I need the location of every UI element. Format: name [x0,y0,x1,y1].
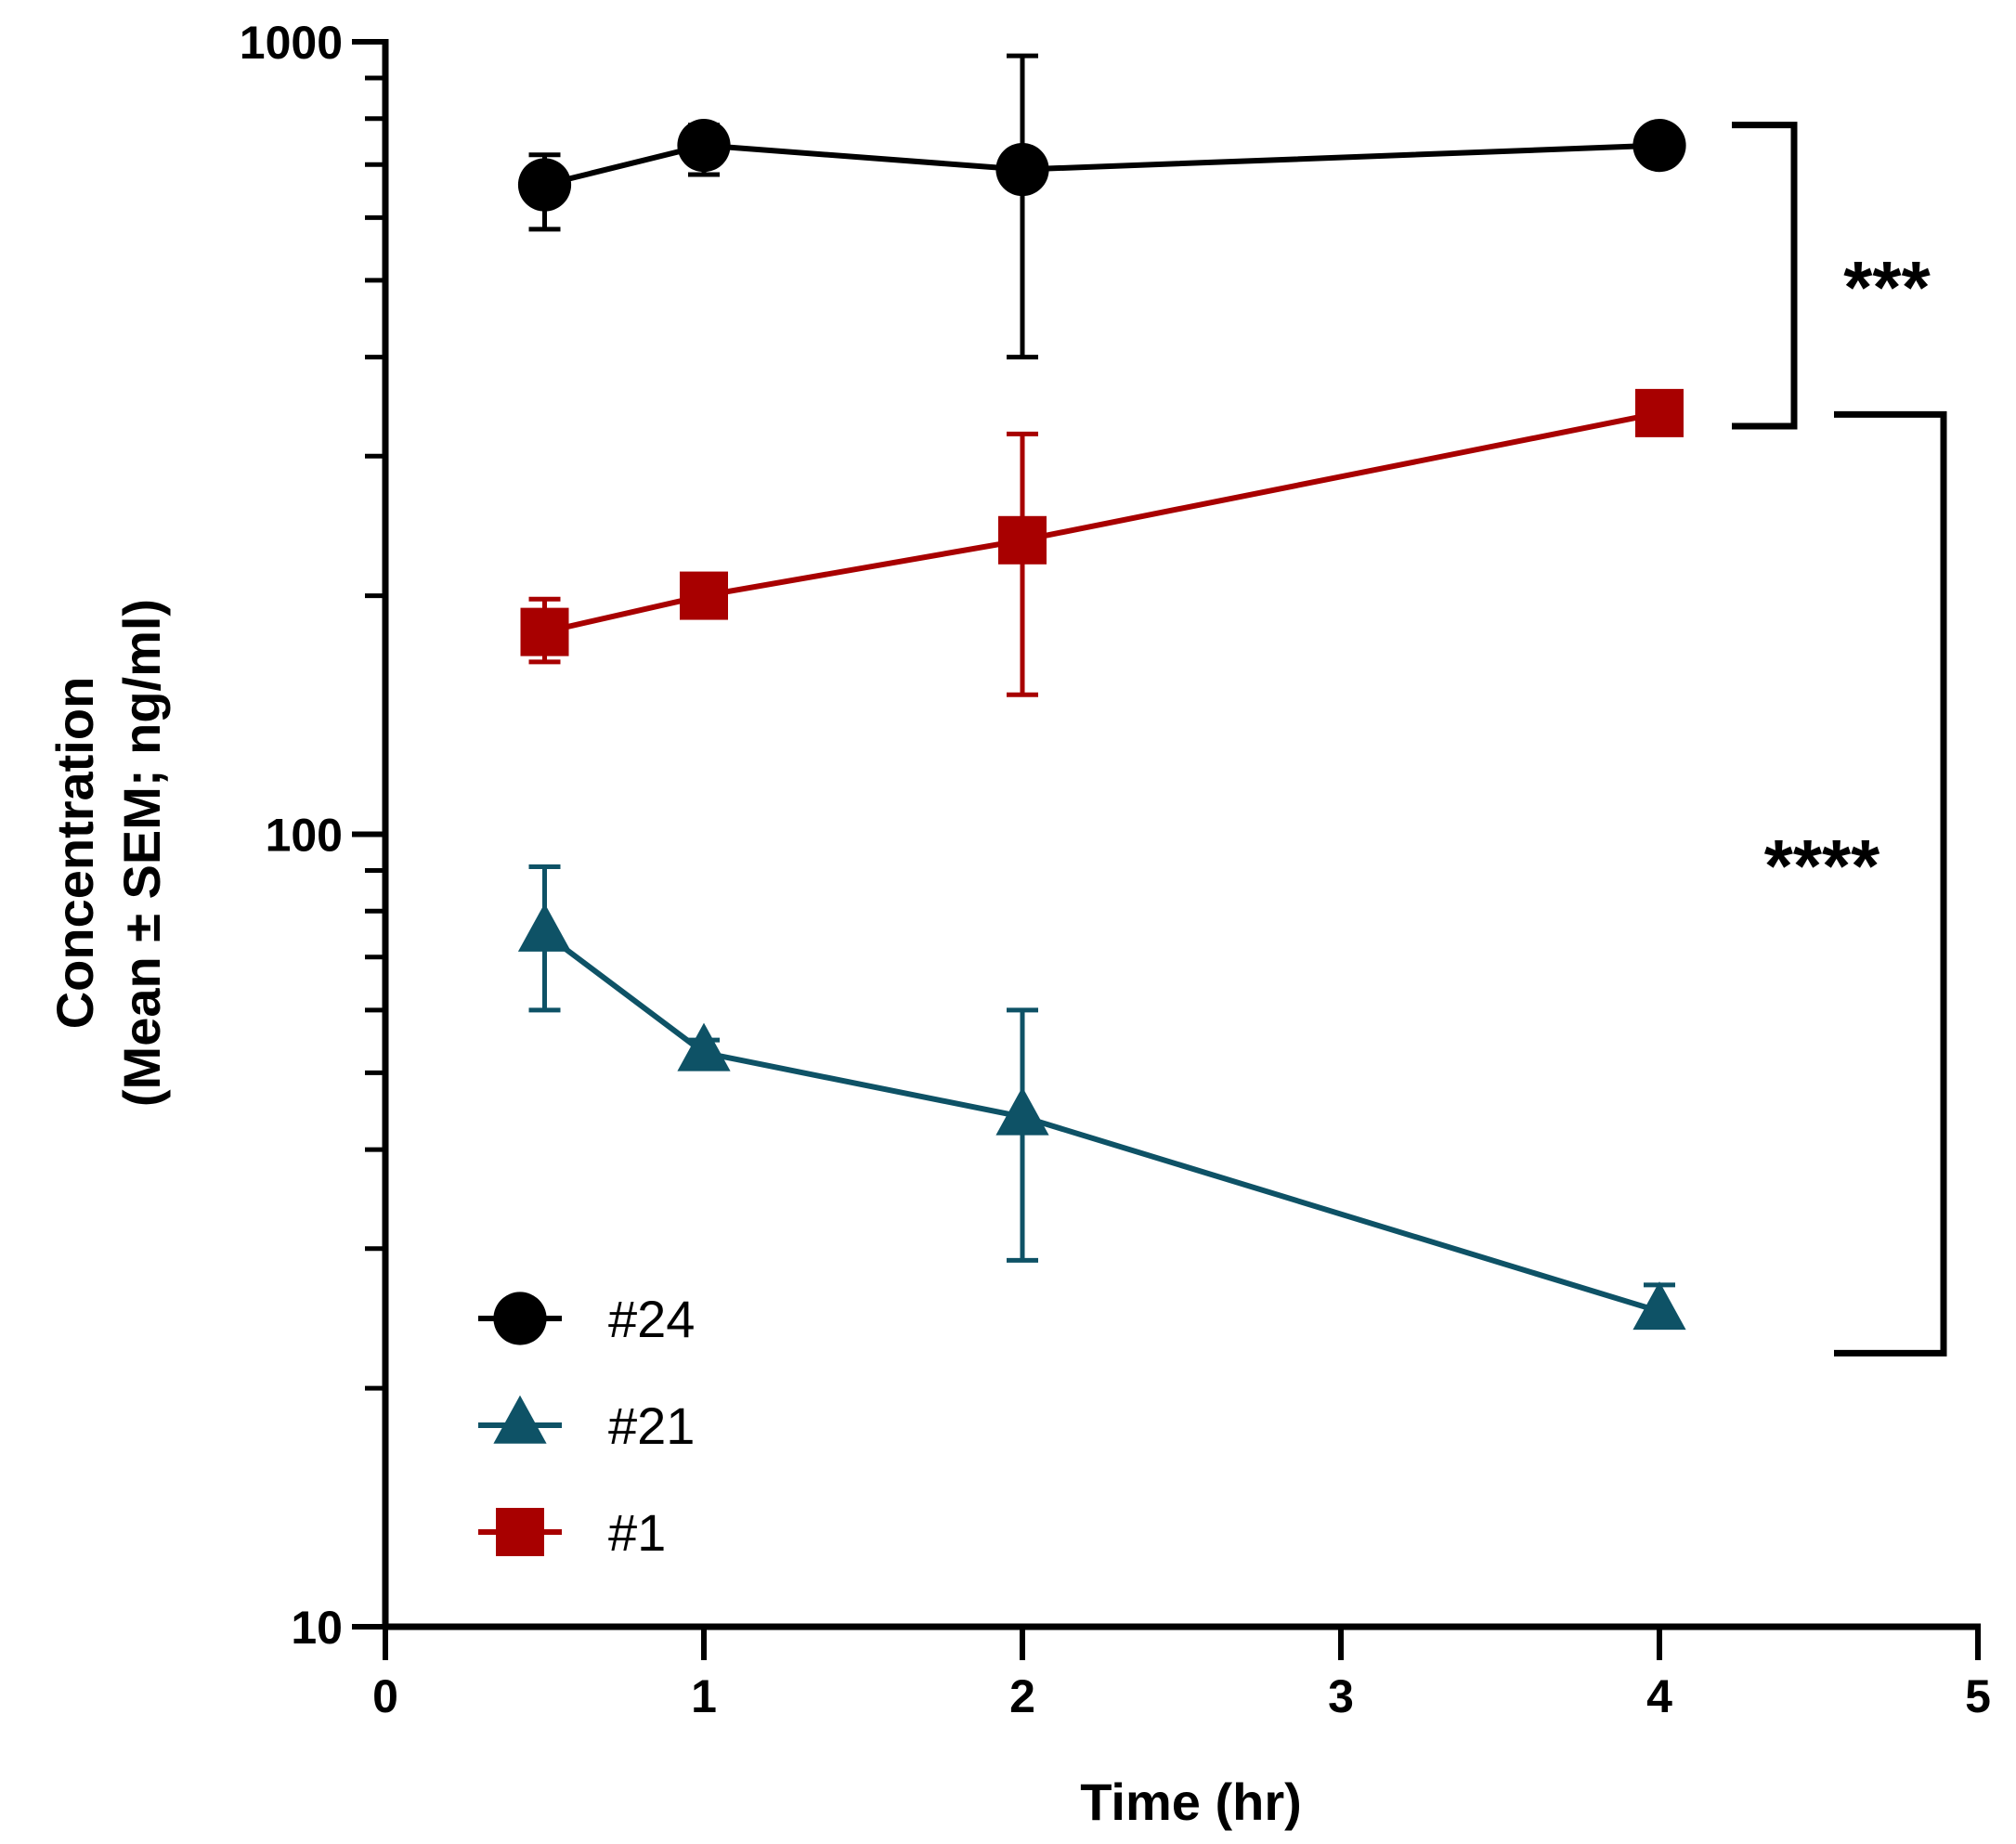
bracket-1-vs-21 [1834,410,1947,1357]
y-axis-title-line1: Concentration [46,677,104,1030]
data-point [517,158,572,212]
data-point [998,515,1047,565]
y-tick-label: 1000 [240,17,343,69]
y-axis-title-line2: (Mean ± SEM; ng/ml) [112,599,171,1107]
legend-marker [496,1508,544,1556]
significance-label: **** [1764,825,1880,907]
x-axis-title: Time (hr) [1080,1773,1302,1831]
significance-label: *** [1843,246,1931,329]
series-1 [517,53,1686,360]
series-2 [517,864,1686,1331]
data-point [680,571,728,620]
significance-annotations: ******* [1732,122,1947,1357]
x-tick-label: 4 [1646,1670,1672,1722]
series-line [543,409,1660,635]
data-point [520,607,569,656]
legend-marker [493,1395,547,1444]
legend: #24 #21 #1 [478,1290,695,1562]
legend-label: #24 [608,1290,695,1348]
series-line [543,142,1660,188]
legend-marker [493,1292,547,1345]
x-tick-label: 0 [372,1670,398,1722]
x-tick-label: 1 [691,1670,717,1722]
data-point [1632,1281,1686,1331]
axes: 10 100 1000 0 1 2 3 4 5 [240,17,1991,1722]
legend-item: #24 [478,1290,695,1348]
series-3 [520,388,1684,697]
series-layer [517,53,1686,1331]
y-tick-label: 10 [291,1602,343,1654]
legend-label: #21 [608,1396,695,1455]
series-line [542,930,1660,1315]
data-point [995,142,1049,197]
data-point [517,903,572,952]
legend-item: #1 [478,1503,666,1562]
data-point [1632,119,1686,173]
y-tick-label: 100 [266,810,343,862]
bracket-24-vs-1 [1732,122,1798,430]
data-point [677,119,731,173]
legend-label: #1 [608,1503,666,1562]
x-tick-label: 3 [1328,1670,1354,1722]
data-point [677,1022,731,1071]
x-tick-label: 5 [1965,1670,1991,1722]
data-point [1635,388,1684,437]
data-point [995,1086,1049,1136]
legend-item: #21 [478,1395,695,1455]
x-tick-label: 2 [1009,1670,1035,1722]
